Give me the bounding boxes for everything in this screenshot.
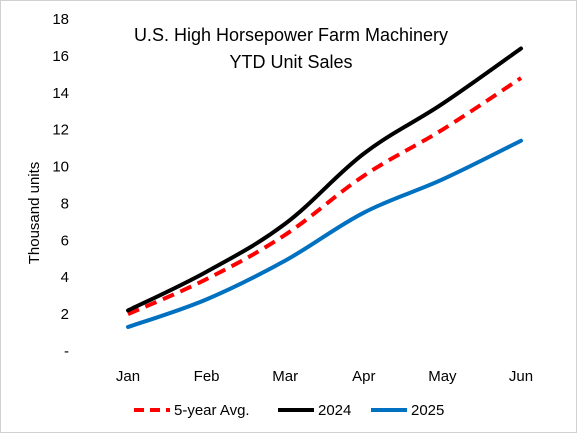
y-axis-label: Thousand units [26, 162, 43, 265]
x-tick-label: Mar [272, 368, 298, 385]
y-tick-label: 12 [52, 122, 69, 139]
y-tick-label: 6 [61, 232, 69, 249]
y-axis-ticks: - 2 4 6 8 10 12 14 16 18 [52, 11, 69, 360]
x-axis-ticks: Jan Feb Mar Apr May Jun [116, 368, 533, 385]
y-tick-label: 18 [52, 11, 69, 28]
legend-label: 2025 [411, 402, 444, 419]
series-line-1 [126, 46, 523, 313]
x-tick-label: Jan [116, 368, 140, 385]
series-line-0 [127, 76, 523, 316]
series-line-2 [126, 138, 523, 330]
chart-title-line: U.S. High Horsepower Farm Machinery [134, 25, 448, 45]
y-axis-label-group: Thousand units [26, 162, 43, 265]
x-tick-label: Apr [352, 368, 375, 385]
legend: 5-year Avg. 2024 2025 [134, 402, 444, 419]
y-tick-label: 8 [61, 195, 69, 212]
legend-label: 2024 [318, 402, 351, 419]
y-tick-label: 4 [61, 269, 69, 286]
legend-label: 5-year Avg. [174, 402, 250, 419]
y-tick-label: 16 [52, 48, 69, 65]
y-tick-label: - [64, 343, 69, 360]
x-tick-label: Feb [194, 368, 220, 385]
chart-title: U.S. High Horsepower Farm Machinery YTD U… [134, 25, 448, 72]
y-tick-label: 2 [61, 306, 69, 323]
x-tick-label: Jun [509, 368, 533, 385]
chart-title-line: YTD Unit Sales [229, 52, 352, 72]
x-tick-label: May [428, 368, 457, 385]
y-tick-label: 14 [52, 85, 69, 102]
plot-series [126, 46, 523, 330]
y-tick-label: 10 [52, 159, 69, 176]
